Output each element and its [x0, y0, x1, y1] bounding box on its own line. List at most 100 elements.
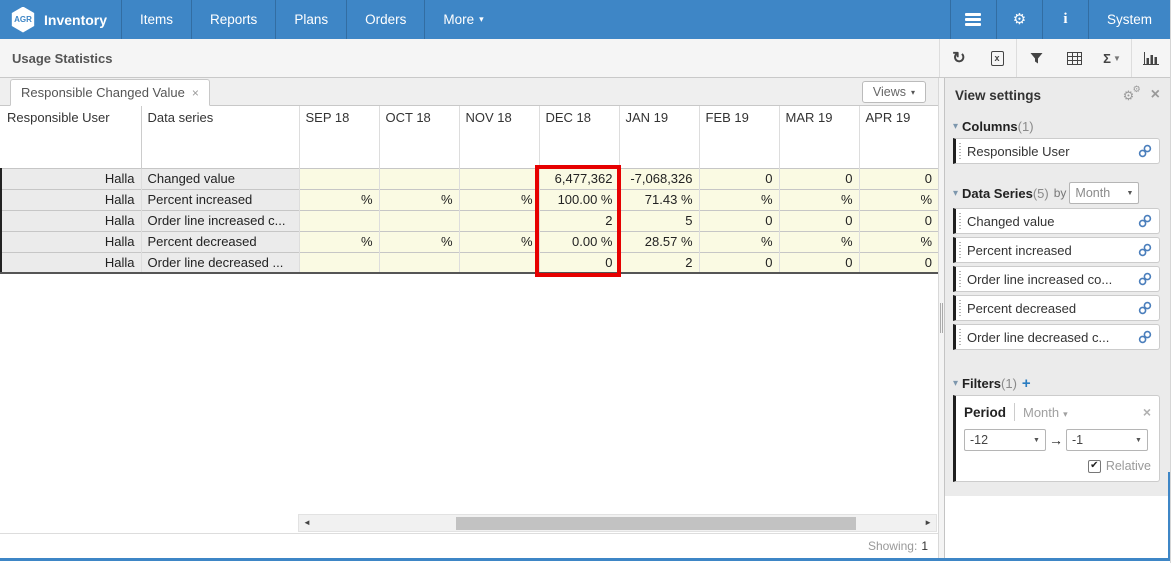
showing-count: 1 — [921, 539, 928, 553]
cell-value: 100.00 % — [539, 188, 620, 210]
remove-filter-icon[interactable]: × — [1142, 404, 1151, 420]
cell-value: % — [859, 230, 938, 252]
excel-export-icon: x — [990, 50, 1004, 66]
table-view-button[interactable] — [1055, 39, 1093, 77]
series-item-percent-increased[interactable]: Percent increased — [952, 237, 1160, 263]
cell-value: % — [459, 188, 540, 210]
cell-value: 28.57 % — [619, 230, 700, 252]
col-header-data-series[interactable]: Data series — [141, 106, 300, 168]
filters-section-header: ▾ Filters (1) + — [953, 376, 1160, 391]
cell-value: 0 — [779, 167, 860, 189]
panel-resizer[interactable] — [938, 78, 945, 558]
cell-series: Changed value — [141, 167, 300, 189]
excel-letter: x — [994, 53, 1000, 63]
refresh-button[interactable]: ↻ — [940, 39, 978, 77]
col-header-apr19[interactable]: APR 19 — [859, 106, 938, 168]
link-icon[interactable] — [1138, 214, 1152, 228]
info-button[interactable]: i — [1041, 0, 1088, 39]
link-icon[interactable] — [1138, 144, 1152, 158]
series-item-percent-decreased[interactable]: Percent decreased — [952, 295, 1160, 321]
agr-logo-icon: AGR — [11, 6, 35, 33]
col-header-dec18[interactable]: DEC 18 — [539, 106, 620, 168]
link-icon[interactable] — [1138, 272, 1152, 286]
cell-value: % — [299, 188, 380, 210]
col-header-oct18[interactable]: OCT 18 — [379, 106, 460, 168]
column-item-responsible-user[interactable]: Responsible User — [952, 138, 1160, 164]
col-header-responsible-user[interactable]: Responsible User — [1, 106, 142, 168]
collapse-caret-icon[interactable]: ▾ — [952, 121, 959, 132]
panel-header: View settings ⚙ ⚙ × — [945, 78, 1170, 111]
table-row: Halla Order line decreased ... 0 2 0 0 0 — [0, 251, 938, 274]
filter-funnel-icon — [1030, 52, 1042, 63]
drag-handle-icon[interactable] — [958, 143, 961, 159]
brand-name: Inventory — [44, 11, 108, 28]
cell-value: 0 — [699, 209, 780, 231]
connections-button[interactable] — [949, 0, 996, 39]
system-label: System — [1106, 12, 1152, 27]
cell-user: Halla — [0, 209, 142, 231]
nav-item-reports[interactable]: Reports — [191, 0, 275, 39]
period-to-select[interactable]: -1 ▼ — [1065, 429, 1148, 451]
brand[interactable]: AGR Inventory — [0, 0, 121, 39]
series-interval-select[interactable]: Month ▼ — [1069, 182, 1140, 204]
series-item-label: Order line increased co... — [966, 271, 1113, 287]
nav-item-more[interactable]: More ▾ — [424, 0, 501, 39]
drag-handle-icon[interactable] — [958, 271, 961, 287]
period-from-select[interactable]: -12 ▼ — [963, 429, 1046, 451]
series-section-label: Data Series — [962, 185, 1033, 201]
tab-responsible-changed-value[interactable]: Responsible Changed Value × — [10, 79, 210, 106]
range-arrow-icon: → — [1048, 432, 1063, 448]
cell-series: Percent decreased — [141, 230, 300, 252]
cell-user: Halla — [0, 188, 142, 210]
col-header-nov18[interactable]: NOV 18 — [459, 106, 540, 168]
link-icon[interactable] — [1138, 301, 1152, 315]
select-caret-icon: ▼ — [1135, 436, 1142, 444]
drag-handle-icon[interactable] — [958, 242, 961, 258]
nav-item-items[interactable]: Items — [121, 0, 191, 39]
col-header-jan19[interactable]: JAN 19 — [619, 106, 700, 168]
filter-interval-dropdown[interactable]: Month ▾ — [1023, 405, 1068, 420]
drag-handle-icon[interactable] — [958, 300, 961, 316]
collapse-caret-icon[interactable]: ▾ — [952, 187, 959, 199]
cell-value — [459, 209, 540, 231]
chart-view-button[interactable] — [1132, 39, 1170, 77]
panel-settings-button[interactable]: ⚙ ⚙ — [1122, 85, 1145, 103]
series-item-order-line-increased[interactable]: Order line increased co... — [952, 266, 1160, 292]
system-menu[interactable]: System — [1087, 0, 1170, 39]
drag-handle-icon[interactable] — [958, 329, 961, 345]
link-icon[interactable] — [1138, 330, 1152, 344]
series-item-label: Order line decreased c... — [966, 329, 1110, 345]
tab-close-icon[interactable]: × — [191, 85, 199, 100]
series-item-order-line-decreased[interactable]: Order line decreased c... — [952, 324, 1160, 350]
aggregate-button[interactable]: Σ ▼ — [1093, 39, 1131, 77]
collapse-caret-icon[interactable]: ▾ — [952, 378, 959, 389]
scroll-left-icon[interactable]: ◄ — [303, 518, 311, 527]
gears-icon: ⚙ — [1122, 88, 1135, 103]
col-header-sep18[interactable]: SEP 18 — [299, 106, 380, 168]
scroll-right-icon[interactable]: ► — [924, 518, 932, 527]
panel-title: View settings — [954, 87, 1042, 103]
col-header-feb19[interactable]: FEB 19 — [699, 106, 780, 168]
add-filter-button[interactable]: + — [1021, 375, 1031, 392]
settings-button[interactable]: ⚙ — [995, 0, 1042, 39]
chevron-down-icon: ▼ — [1112, 53, 1121, 63]
export-excel-button[interactable]: x — [978, 39, 1016, 77]
server-icon — [965, 13, 982, 26]
views-button[interactable]: Views ▾ — [861, 81, 926, 103]
nav-item-label: Plans — [294, 12, 329, 27]
nav-item-plans[interactable]: Plans — [275, 0, 346, 39]
cell-value — [299, 167, 380, 189]
panel-close-icon[interactable]: × — [1150, 86, 1160, 103]
cell-value: 0 — [779, 209, 860, 231]
drag-handle-icon[interactable] — [958, 213, 961, 229]
link-icon[interactable] — [1138, 243, 1152, 257]
nav-item-orders[interactable]: Orders — [346, 0, 424, 39]
relative-checkbox[interactable]: ✔ — [1087, 459, 1101, 473]
filter-button[interactable] — [1017, 39, 1055, 77]
col-header-mar19[interactable]: MAR 19 — [779, 106, 860, 168]
scrollbar-track[interactable]: ◄ ► — [298, 514, 937, 532]
cell-value: % — [699, 188, 780, 210]
series-item-changed-value[interactable]: Changed value — [952, 208, 1160, 234]
scrollbar-thumb[interactable] — [456, 517, 856, 530]
